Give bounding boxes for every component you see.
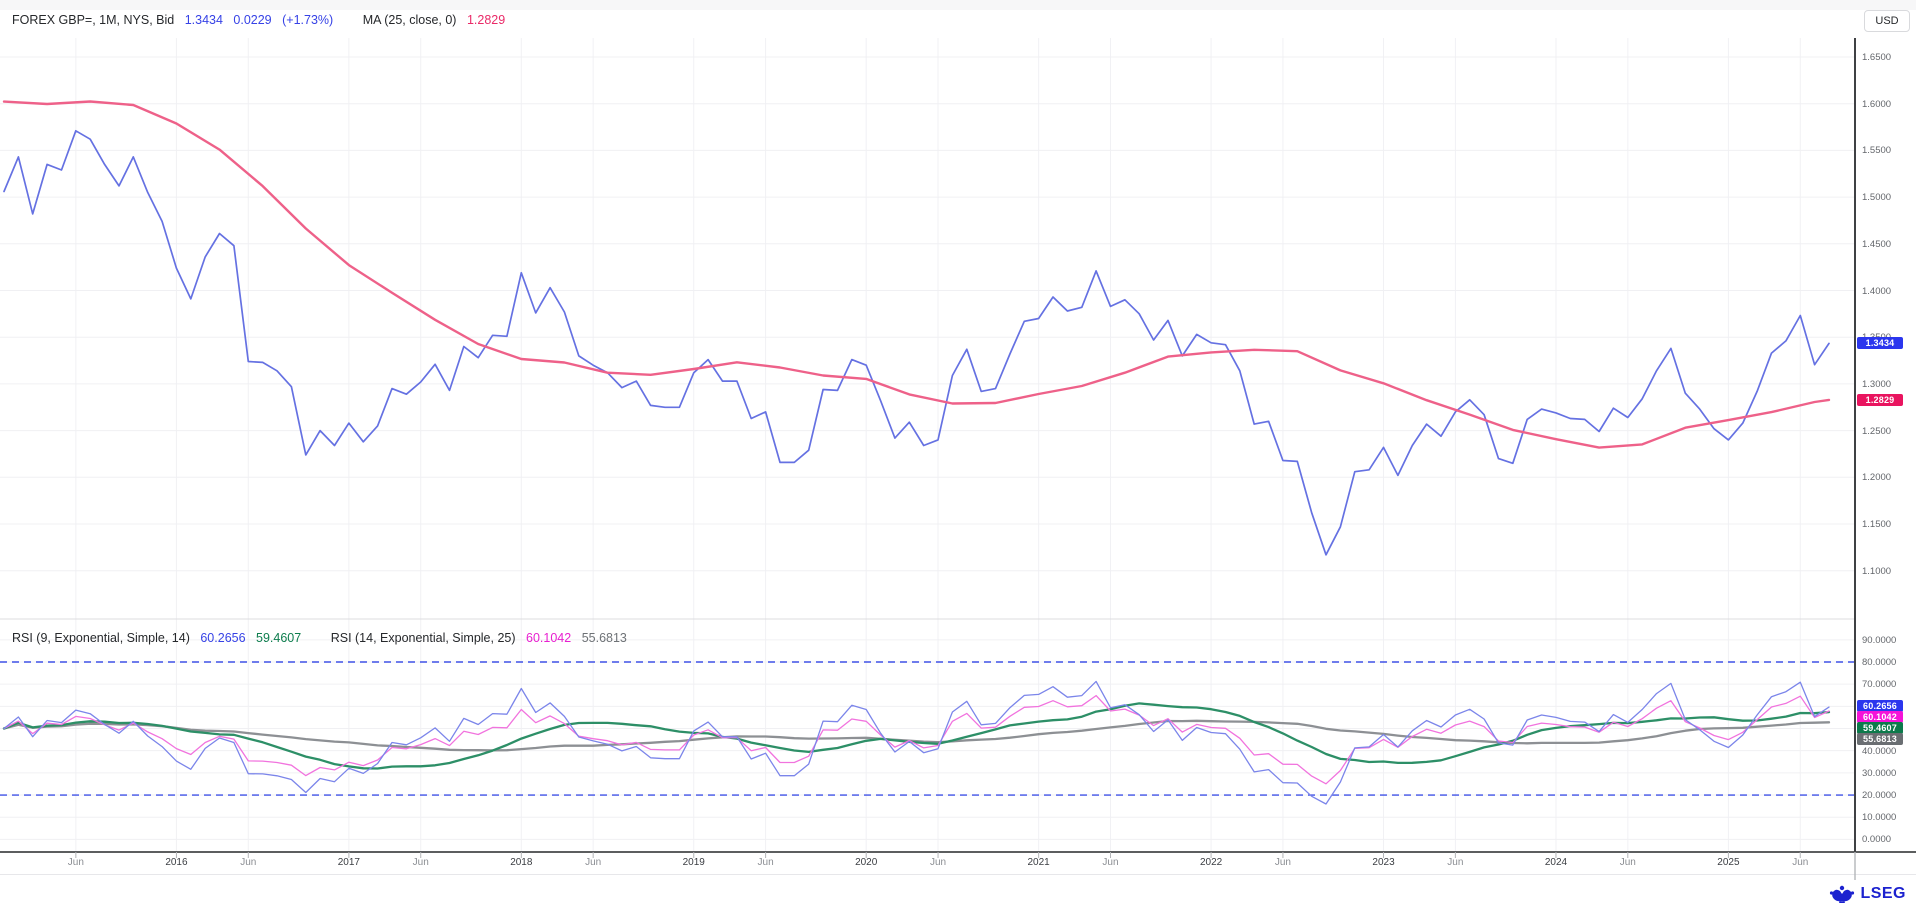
price-axis-label: 1.1000 [1862,565,1892,577]
lseg-emblem-icon [1830,885,1855,903]
ma-legend-value: 1.2829 [466,13,506,27]
ma-value-tag: 1.2829 [1857,393,1903,406]
rsi9-value-tag: 60.2656 [1857,700,1903,713]
rsi-axis-label: 20.0000 [1862,790,1897,802]
price-axis-label: 1.5000 [1862,192,1892,204]
price-axis-label: 1.4000 [1862,285,1892,297]
last-price-tag: 1.3434 [1857,337,1903,350]
top-strip [0,0,1916,10]
rsi-axis-label: 90.0000 [1862,634,1897,646]
x-axis-label: Jun [1619,857,1636,868]
x-axis-label: Jun [1274,857,1291,868]
x-axis-label: 2017 [337,857,360,868]
rsi-axis-label: 40.0000 [1862,745,1897,757]
x-axis-label: Jun [240,857,257,868]
instrument-title[interactable]: FOREX GBP=, 1M, NYS, Bid [12,13,175,27]
rsi9-line[interactable] [3,680,1830,805]
price-line[interactable] [3,129,1830,556]
instrument-legend: FOREX GBP=, 1M, NYS, Bid 1.3434 0.0229 (… [12,13,512,27]
x-axis-label: 2023 [1372,857,1395,868]
price-axis-label: 1.6000 [1862,98,1892,110]
lseg-logo: LSEG [1829,884,1906,904]
rsi2-value: 60.1042 [526,631,572,645]
ma-line[interactable] [2,100,1831,449]
rsi14-value-tag: 60.1042 [1857,711,1903,724]
x-axis-label: Jun [412,857,429,868]
rsi-axis-label: 80.0000 [1862,657,1897,668]
x-axis-label: Jun [585,857,602,868]
x-axis-label: Jun [757,857,774,868]
x-axis-label: Jun [929,857,947,868]
rsi-axis-label: 30.0000 [1862,767,1897,779]
rsi9-smooth-tag: 59.4607 [1857,722,1903,735]
x-axis-label: Jun [1792,857,1809,868]
rsi-legend: RSI (9, Exponential, Simple, 14) 60.2656… [12,631,634,645]
price-axis-label: 1.2000 [1862,472,1892,484]
rsi-axis-label: 0.0000 [1862,834,1892,846]
rsi14-smooth-line[interactable] [2,719,1831,752]
rsi2-smooth-value: 55.6813 [581,631,627,645]
rsi-axis-label: 10.0000 [1862,812,1897,824]
x-axis-label: Jun [1447,857,1464,868]
price-axis-label: 1.4500 [1862,238,1892,250]
x-axis-label: Jun [1102,857,1119,868]
rsi2-label[interactable]: RSI (14, Exponential, Simple, 25) [330,631,516,645]
price-axis-label: 1.5500 [1862,145,1892,157]
price-change-pct: (+1.73%) [282,13,334,27]
x-axis-label: 2018 [510,857,533,868]
price-change: 0.0229 [233,13,272,27]
x-axis-label: 2024 [1544,857,1568,868]
rsi14-line[interactable] [3,694,1830,785]
x-axis-label: 2021 [1027,857,1050,868]
x-axis-label: Jun [67,857,84,868]
x-axis-label: 2019 [682,857,705,868]
x-axis-label: 2022 [1199,857,1223,868]
price-axis-label: 1.3000 [1862,378,1892,390]
currency-axis-button[interactable]: USD [1864,10,1910,32]
rsi-axis-label: 70.0000 [1862,679,1897,691]
rsi14-smooth-tag: 55.6813 [1857,733,1903,746]
rsi1-smooth-value: 59.4607 [256,631,302,645]
last-price: 1.3434 [184,13,223,27]
price-axis-label: 1.1500 [1862,519,1892,530]
rsi1-label[interactable]: RSI (9, Exponential, Simple, 14) [12,631,190,645]
x-axis-label: 2016 [165,857,188,868]
x-axis-label: 2020 [855,857,878,868]
lseg-logo-text: LSEG [1860,885,1906,902]
x-axis-label: 2025 [1717,857,1740,868]
rsi1-value: 60.2656 [200,631,246,645]
ma-legend-label[interactable]: MA (25, close, 0) [362,13,457,27]
rsi9-smooth-line[interactable] [2,702,1831,770]
price-axis-label: 1.2500 [1862,425,1892,437]
price-axis-label: 1.6500 [1862,52,1892,63]
